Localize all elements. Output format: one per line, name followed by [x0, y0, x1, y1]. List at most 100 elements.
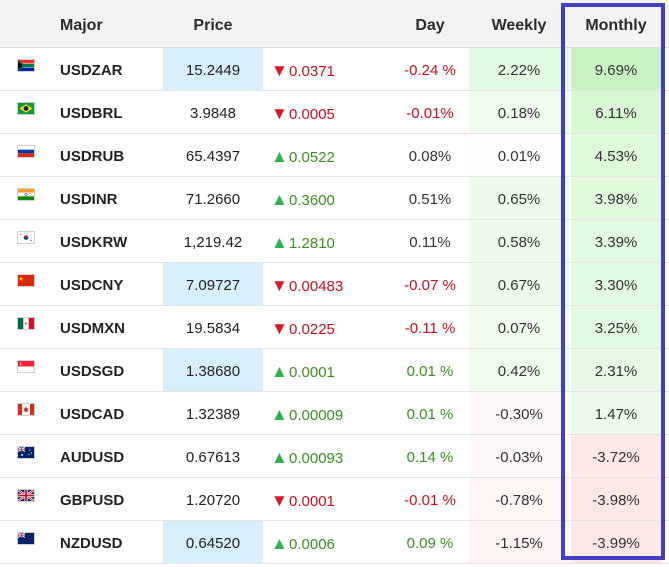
col-day[interactable]: Day — [415, 17, 445, 34]
change-value: 0.00009 — [289, 407, 344, 424]
change-cell: ▼0.0225 — [269, 306, 393, 348]
flag-cell — [0, 220, 46, 262]
table-row[interactable]: USDCNY 7.09727 ▼0.00483 -0.07 % 0.67% 3.… — [0, 263, 669, 306]
weekly-change-cell: -0.03% — [469, 435, 569, 477]
weekly-change-cell: -0.30% — [469, 392, 569, 434]
change-cell: ▼0.0371 — [269, 48, 393, 90]
weekly-change-cell: 0.67% — [469, 263, 569, 305]
flag-singapore-icon — [17, 360, 35, 373]
monthly-change-cell: -3.72% — [571, 435, 661, 477]
flag-china-icon — [17, 274, 35, 287]
table-row[interactable]: USDBRL 3.9848 ▼0.0005 -0.01% 0.18% 6.11% — [0, 91, 669, 134]
change-cell: ▲0.00009 — [269, 392, 393, 434]
change-cell: ▼0.00483 — [269, 263, 393, 305]
change-value: 0.3600 — [289, 192, 335, 209]
change-value: 0.00093 — [289, 450, 344, 467]
col-weekly[interactable]: Weekly — [491, 17, 547, 34]
flag-south-korea-icon — [17, 231, 35, 244]
monthly-change-cell: 3.39% — [571, 220, 661, 262]
col-price[interactable]: Price — [193, 17, 233, 34]
table-row[interactable]: USDRUB 65.4397 ▲0.0522 0.08% 0.01% 4.53% — [0, 134, 669, 177]
price-cell: 65.4397 — [185, 148, 241, 165]
symbol-link[interactable]: AUDUSD — [60, 449, 125, 466]
day-change-cell: 0.01 % — [406, 406, 454, 423]
flag-new-zealand-icon — [17, 532, 35, 545]
weekly-change-cell: -0.78% — [469, 478, 569, 520]
change-value: 0.0001 — [289, 364, 335, 381]
arrow-up-icon: ▲ — [271, 405, 288, 424]
change-cell: ▲0.3600 — [269, 177, 393, 219]
day-change-cell: -0.11 % — [404, 320, 456, 337]
change-value: 1.2810 — [289, 235, 335, 252]
flag-russia-icon — [17, 145, 35, 158]
symbol-link[interactable]: USDZAR — [60, 62, 123, 79]
arrow-up-icon: ▲ — [271, 534, 288, 553]
symbol-link[interactable]: USDINR — [60, 191, 118, 208]
symbol-link[interactable]: USDSGD — [60, 363, 125, 380]
symbol-link[interactable]: NZDUSD — [60, 535, 123, 552]
symbol-link[interactable]: USDKRW — [60, 234, 128, 251]
flag-cell — [0, 521, 46, 563]
price-cell: 1,219.42 — [183, 234, 243, 251]
table-row[interactable]: USDCAD 1.32389 ▲0.00009 0.01 % -0.30% 1.… — [0, 392, 669, 435]
flag-brazil-icon — [17, 102, 35, 115]
flag-cell — [0, 349, 46, 391]
price-cell: 15.2449 — [163, 48, 263, 90]
col-major[interactable]: Major — [60, 17, 103, 34]
monthly-change-cell: 3.98% — [571, 177, 661, 219]
symbol-link[interactable]: USDCAD — [60, 406, 125, 423]
arrow-down-icon: ▼ — [271, 61, 288, 80]
symbol-link[interactable]: USDMXN — [60, 320, 126, 337]
symbol-link[interactable]: USDRUB — [60, 148, 125, 165]
flag-united-kingdom-icon — [17, 489, 35, 502]
table-row[interactable]: AUDUSD 0.67613 ▲0.00093 0.14 % -0.03% -3… — [0, 435, 669, 478]
change-cell: ▲0.0006 — [269, 521, 393, 563]
monthly-change-cell: 3.30% — [571, 263, 661, 305]
arrow-down-icon: ▼ — [271, 276, 288, 295]
table-row[interactable]: USDSGD 1.38680 ▲0.0001 0.01 % 0.42% 2.31… — [0, 349, 669, 392]
monthly-change-cell: 6.11% — [571, 91, 661, 133]
flag-canada-icon — [17, 403, 35, 416]
weekly-change-cell: 0.65% — [469, 177, 569, 219]
weekly-change-cell: 0.58% — [469, 220, 569, 262]
weekly-change-cell: 0.18% — [469, 91, 569, 133]
weekly-change-cell: 0.01% — [469, 134, 569, 176]
change-cell: ▼0.0005 — [269, 91, 393, 133]
symbol-link[interactable]: USDBRL — [60, 105, 123, 122]
monthly-change-cell: -3.98% — [571, 478, 661, 520]
flag-cell — [0, 134, 46, 176]
arrow-up-icon: ▲ — [271, 448, 288, 467]
table-row[interactable]: USDMXN 19.5834 ▼0.0225 -0.11 % 0.07% 3.2… — [0, 306, 669, 349]
arrow-down-icon: ▼ — [271, 491, 288, 510]
change-value: 0.0006 — [289, 536, 335, 553]
flag-south-africa-icon — [17, 59, 35, 72]
arrow-up-icon: ▲ — [271, 190, 288, 209]
monthly-change-cell: 2.31% — [571, 349, 661, 391]
table-row[interactable]: GBPUSD 1.20720 ▼0.0001 -0.01 % -0.78% -3… — [0, 478, 669, 521]
day-change-cell: 0.08% — [408, 148, 452, 165]
flag-australia-icon — [17, 446, 35, 459]
symbol-link[interactable]: GBPUSD — [60, 492, 125, 509]
day-change-cell: 0.11% — [409, 234, 451, 251]
arrow-down-icon: ▼ — [271, 104, 288, 123]
change-cell: ▲0.00093 — [269, 435, 393, 477]
table-row[interactable]: USDINR 71.2660 ▲0.3600 0.51% 0.65% 3.98% — [0, 177, 669, 220]
price-cell: 71.2660 — [185, 191, 241, 208]
table-row[interactable]: USDKRW 1,219.42 ▲1.2810 0.11% 0.58% 3.39… — [0, 220, 669, 263]
monthly-change-cell: -3.99% — [571, 521, 661, 563]
table-row[interactable]: USDZAR 15.2449 ▼0.0371 -0.24 % 2.22% 9.6… — [0, 48, 669, 91]
flag-cell — [0, 435, 46, 477]
col-monthly[interactable]: Monthly — [585, 17, 647, 34]
change-value: 0.0522 — [289, 149, 335, 166]
flag-cell — [0, 177, 46, 219]
change-cell: ▼0.0001 — [269, 478, 393, 520]
monthly-change-cell: 9.69% — [571, 48, 661, 90]
price-cell: 1.20720 — [185, 492, 241, 509]
symbol-link[interactable]: USDCNY — [60, 277, 124, 294]
change-cell: ▲0.0522 — [269, 134, 393, 176]
change-cell: ▲1.2810 — [269, 220, 393, 262]
price-cell: 0.64520 — [163, 521, 263, 563]
table-row[interactable]: NZDUSD 0.64520 ▲0.0006 0.09 % -1.15% -3.… — [0, 521, 669, 564]
price-cell: 1.38680 — [163, 349, 263, 391]
monthly-change-cell: 1.47% — [571, 392, 661, 434]
